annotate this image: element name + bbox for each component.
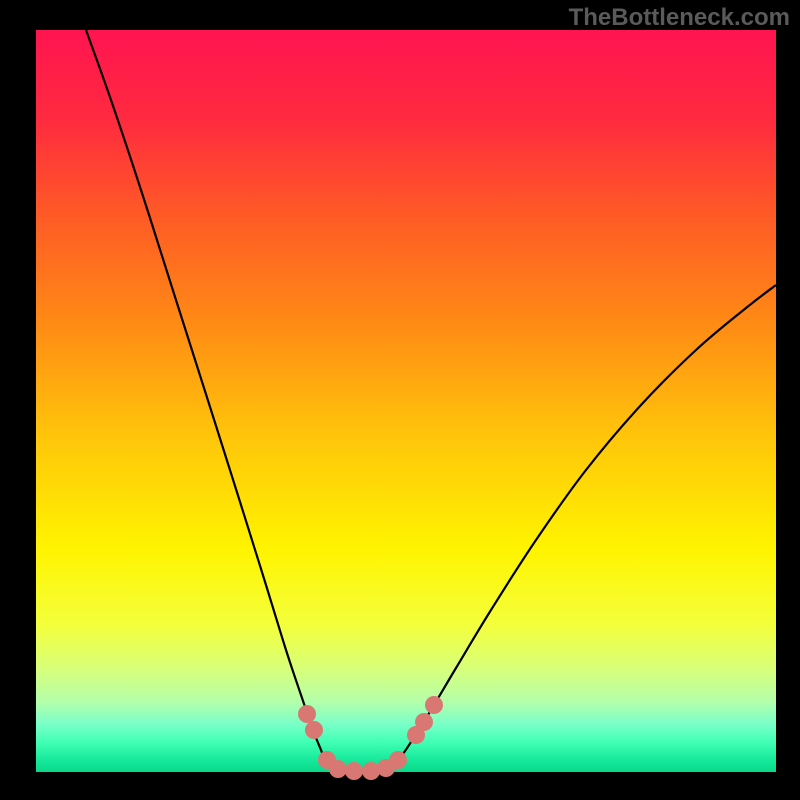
- watermark-text: TheBottleneck.com: [569, 4, 790, 32]
- data-marker: [345, 762, 363, 780]
- chart-canvas: TheBottleneck.com: [0, 0, 800, 800]
- plot-area: [36, 30, 776, 772]
- curve-layer: [36, 30, 776, 772]
- data-marker: [389, 751, 407, 769]
- data-marker: [415, 713, 433, 731]
- data-marker: [425, 696, 443, 714]
- bottleneck-curve: [86, 30, 776, 771]
- data-marker: [305, 721, 323, 739]
